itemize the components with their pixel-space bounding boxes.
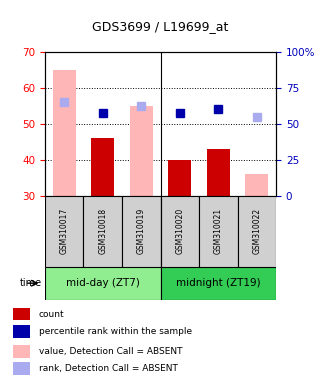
Text: mid-day (ZT7): mid-day (ZT7) — [66, 278, 140, 288]
Bar — [238, 196, 276, 267]
Bar — [83, 196, 122, 267]
Text: GSM310020: GSM310020 — [175, 208, 184, 255]
Bar — [45, 267, 160, 300]
Text: percentile rank within the sample: percentile rank within the sample — [39, 327, 192, 336]
Text: GDS3699 / L19699_at: GDS3699 / L19699_at — [92, 20, 229, 33]
Bar — [199, 196, 238, 267]
Bar — [13, 308, 30, 321]
Bar — [13, 325, 30, 338]
Bar — [160, 267, 276, 300]
Bar — [207, 149, 230, 196]
Text: GSM310019: GSM310019 — [137, 208, 146, 255]
Text: midnight (ZT19): midnight (ZT19) — [176, 278, 261, 288]
Bar — [91, 138, 114, 196]
Text: rank, Detection Call = ABSENT: rank, Detection Call = ABSENT — [39, 364, 178, 373]
Text: value, Detection Call = ABSENT: value, Detection Call = ABSENT — [39, 347, 182, 356]
Bar — [13, 345, 30, 358]
Text: GSM310021: GSM310021 — [214, 208, 223, 255]
Bar — [130, 106, 153, 196]
Text: GSM310022: GSM310022 — [252, 208, 261, 255]
Text: count: count — [39, 310, 64, 319]
Bar — [168, 160, 191, 196]
Bar — [45, 196, 83, 267]
Bar — [122, 196, 160, 267]
Text: GSM310018: GSM310018 — [98, 208, 107, 255]
Bar — [160, 196, 199, 267]
Bar — [53, 70, 76, 196]
Text: GSM310017: GSM310017 — [60, 208, 69, 255]
Bar — [245, 174, 268, 196]
Bar — [13, 362, 30, 375]
Text: time: time — [20, 278, 42, 288]
